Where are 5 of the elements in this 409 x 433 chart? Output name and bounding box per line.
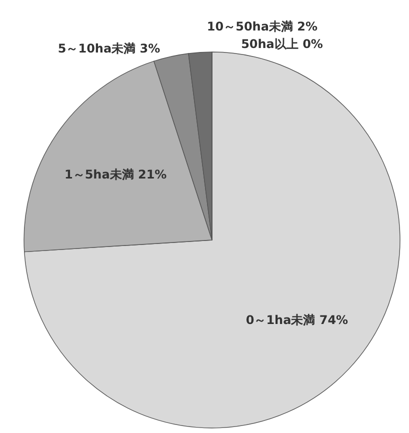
slice-label: 0～1ha未満 74%: [246, 312, 348, 327]
slice-label: 10～50ha未満 2%: [206, 19, 318, 34]
category-label: 50ha以上 0%: [241, 37, 323, 51]
slice-label: 5～10ha未満 3%: [58, 42, 160, 56]
slice-label: 1～5ha未満 21%: [64, 167, 167, 182]
